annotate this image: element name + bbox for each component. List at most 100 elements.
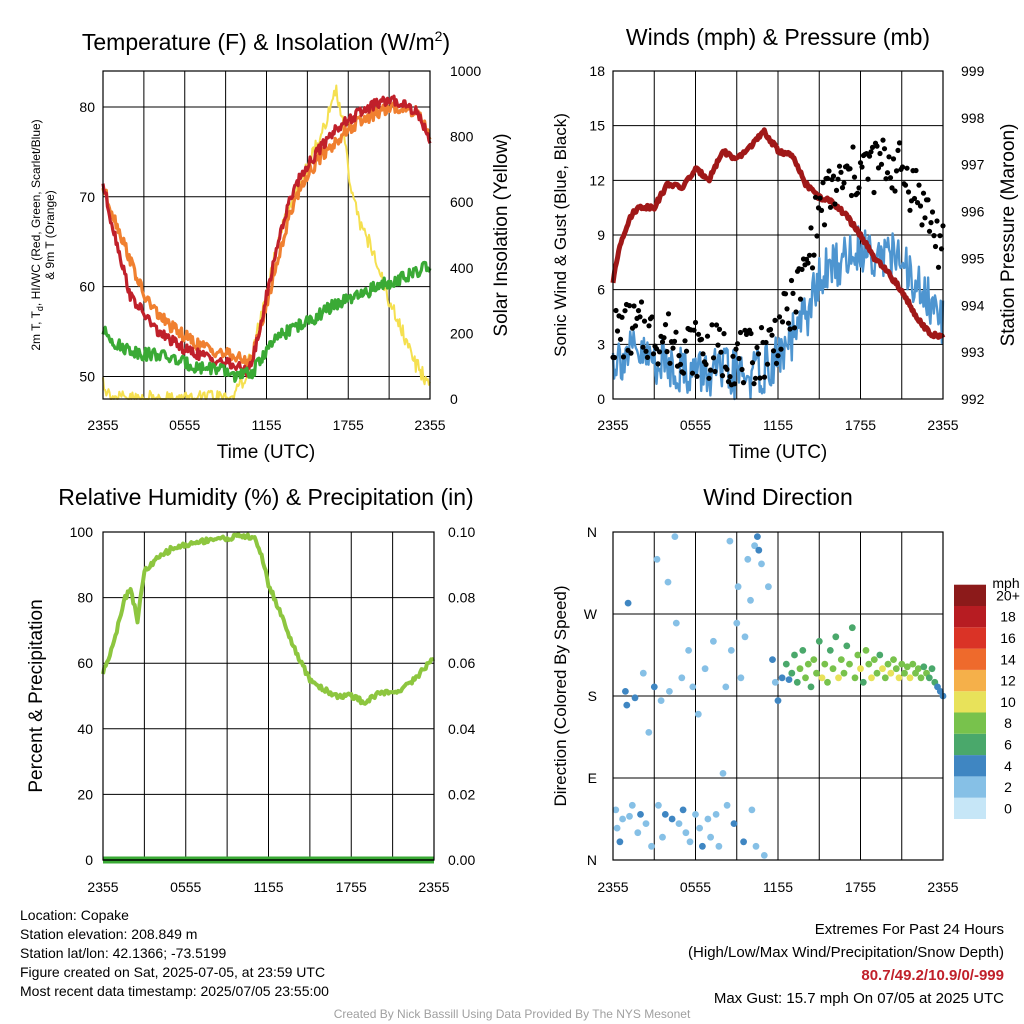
gust-point	[643, 348, 649, 354]
y2-tick-label: 0.04	[448, 721, 475, 737]
direction-point	[622, 688, 629, 695]
direction-point	[876, 651, 884, 659]
gust-point	[770, 348, 777, 354]
y-tick-label: N	[587, 524, 597, 540]
direction-point	[689, 683, 697, 691]
x-tick-label: 2355	[927, 879, 958, 895]
colorbar-unit-label: mph	[992, 575, 1019, 591]
x-tick-label: 1755	[845, 879, 876, 895]
direction-point	[648, 842, 655, 850]
x-tick-label: 2355	[87, 417, 118, 433]
colorbar-label: 0	[1004, 800, 1012, 816]
direction-point	[657, 697, 665, 704]
direction-point	[727, 647, 735, 654]
gust-point	[913, 167, 919, 174]
gust-point	[899, 164, 906, 170]
temperature-ylabel-left-line2: & 9m T (Orange)	[43, 190, 57, 280]
gust-point	[824, 175, 831, 181]
gust-point	[871, 189, 877, 196]
gust-point	[937, 233, 943, 239]
direction-point	[821, 660, 829, 668]
direction-point	[675, 820, 683, 827]
gust-point	[749, 360, 756, 366]
wind-direction-panel-title: Wind Direction	[703, 484, 853, 510]
gust-point	[805, 260, 811, 266]
gust-point	[902, 182, 909, 188]
gust-point	[773, 360, 780, 366]
gust-point	[772, 317, 778, 323]
x-tick-label: 0555	[680, 417, 711, 433]
x-tick-label: 1755	[336, 879, 367, 895]
y2-tick-label: 0.10	[448, 524, 475, 540]
gust-point	[851, 174, 858, 180]
gust-point	[613, 307, 619, 314]
gust-point	[799, 266, 805, 272]
direction-point	[917, 674, 925, 682]
colorbar-label: 20+	[996, 587, 1020, 603]
direction-point	[624, 599, 632, 607]
x-tick-label: 2355	[414, 417, 445, 433]
temp-2m-line	[101, 94, 432, 378]
gust-point	[788, 277, 795, 284]
direction-point	[914, 665, 922, 673]
y-tick-label: 40	[77, 721, 93, 737]
gust-point	[919, 222, 925, 228]
gust-point	[827, 204, 834, 210]
x-tick-label: 2355	[597, 417, 628, 433]
gust-point	[727, 374, 733, 380]
pressure-line	[610, 127, 946, 340]
y2-tick-label: 0.06	[448, 655, 475, 671]
y-tick-label: 100	[70, 524, 94, 540]
winds-ticks: 2355 0555 1155 1755 2355 0 3 6 9 12 15 18 992 993 994 9…	[589, 63, 984, 433]
gust-point	[836, 163, 843, 169]
gust-point	[640, 344, 646, 350]
wind-direction-ylabel: Direction (Colored By Speed)	[551, 585, 570, 806]
y-tick-label: 15	[589, 118, 605, 134]
wind-speed-colorbar: 0 2 4 6 8 10 12 14 16 18 20+	[954, 584, 1020, 819]
direction-point	[846, 660, 853, 668]
station-latlon: Station lat/lon: 42.1366; -73.5199	[20, 945, 227, 961]
direction-point	[612, 806, 620, 814]
gust-point	[791, 325, 798, 331]
humidity-panel-title: Relative Humidity (%) & Precipitation (i…	[58, 484, 473, 510]
wind-direction-frame	[612, 531, 944, 861]
gust-point	[877, 150, 883, 157]
direction-point	[925, 674, 933, 682]
gust-point	[764, 361, 771, 367]
extremes-values: 80.7/49.2/10.9/0/-999	[861, 967, 1004, 984]
direction-point	[903, 663, 911, 671]
y-tick-label: 3	[597, 336, 605, 352]
y-tick-label: 80	[79, 99, 95, 115]
direction-point	[826, 647, 834, 654]
colorbar-label: 2	[1004, 779, 1012, 795]
gust-point	[784, 306, 790, 312]
gust-point	[886, 154, 892, 160]
gust-point	[865, 176, 871, 182]
y-tick-label: W	[584, 606, 598, 622]
direction-point	[909, 660, 917, 668]
gust-point	[790, 290, 796, 296]
y2-tick-label: 992	[961, 391, 985, 407]
gust-point	[632, 323, 639, 329]
direction-point	[744, 555, 752, 563]
y2-tick-label: 0.08	[448, 590, 475, 606]
gust-point	[925, 197, 931, 203]
gust-point	[932, 243, 939, 250]
humidity-panel: Relative Humidity (%) & Precipitation (i…	[26, 484, 475, 895]
gust-point	[922, 215, 928, 221]
y-tick-label: 0	[85, 852, 93, 868]
humidity-ticks: 2355 0555 1155 1755 2355 0 20 40 60 80 100 0.00 0.02…	[70, 524, 476, 895]
extremes-info: Extremes For Past 24 Hours (High/Low/Max…	[688, 918, 1004, 1010]
x-tick-label: 0555	[680, 879, 711, 895]
direction-point	[626, 812, 633, 820]
x-tick-label: 2355	[927, 417, 958, 433]
colorbar-swatch	[954, 648, 986, 670]
direction-point	[815, 637, 823, 645]
wind-direction-points	[612, 533, 947, 859]
y2-tick-label: 995	[961, 250, 985, 266]
direction-point	[862, 647, 870, 654]
x-tick-label: 0555	[170, 879, 201, 895]
colorbar-label: 8	[1004, 715, 1012, 731]
y-tick-label: E	[588, 770, 597, 786]
